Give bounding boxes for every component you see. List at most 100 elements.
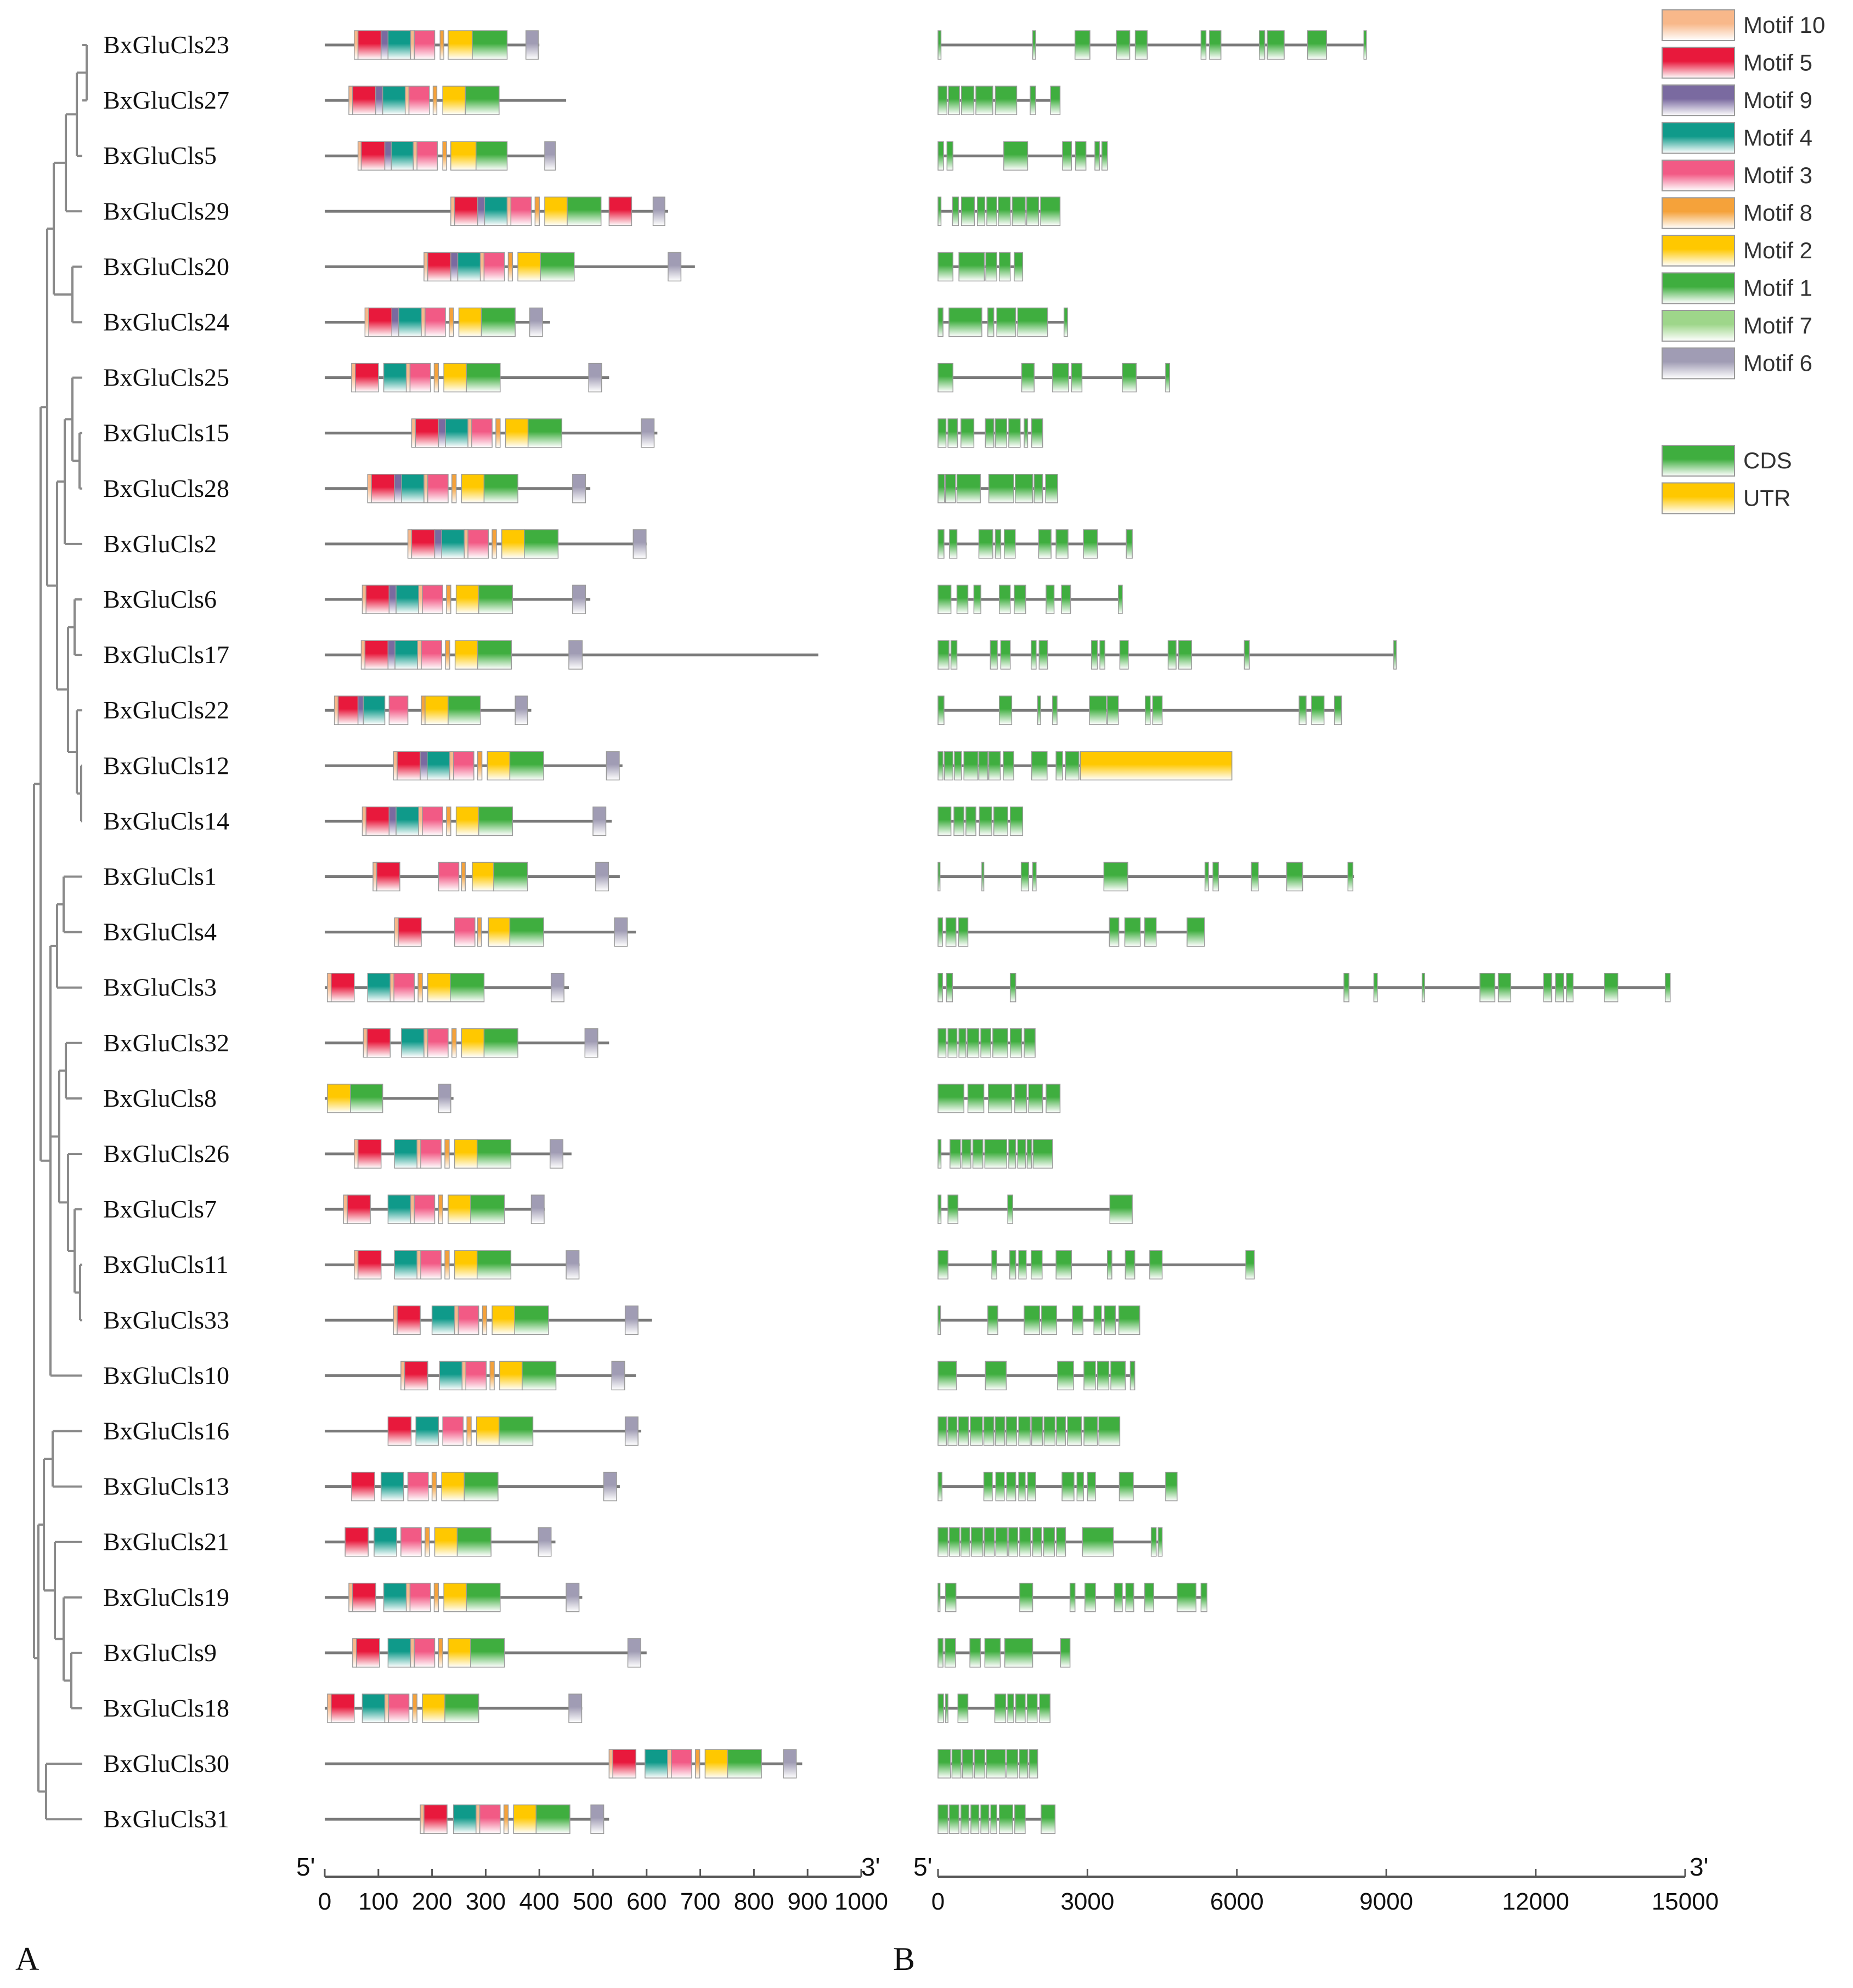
motif-box-motif-1	[444, 1694, 479, 1723]
motif-box-motif-6	[572, 585, 586, 614]
cds-block	[937, 972, 943, 1003]
motif-box-motif-4	[645, 1749, 668, 1779]
cds-block	[1479, 972, 1495, 1003]
cds-block	[1019, 1527, 1031, 1557]
motif-box-motif-2	[499, 1361, 523, 1391]
axis-a: 5' 3' 0 100 200 300 400 500 600 700 800 900 1000	[296, 1853, 888, 1915]
cds-block	[1126, 529, 1133, 559]
motif-box-motif-4	[427, 751, 450, 781]
motif-box-motif-8	[482, 1305, 488, 1335]
cds-block	[1286, 862, 1303, 892]
motif-box-motif-1	[535, 1804, 570, 1834]
cds-block	[1251, 862, 1259, 892]
cds-block	[970, 1416, 983, 1446]
cds-block	[961, 1804, 970, 1834]
motif-box-motif-3	[457, 1305, 479, 1335]
cds-block	[944, 751, 953, 781]
motif-box-motif-8	[695, 1749, 700, 1779]
motif-box-motif-10	[352, 1638, 357, 1668]
motif-box-motif-10	[417, 640, 422, 670]
cds-block	[1009, 1250, 1016, 1279]
cds-block	[993, 806, 1008, 836]
motif-box-motif-10	[410, 30, 415, 60]
cds-block	[1028, 1084, 1043, 1113]
motif-box-motif-8	[449, 307, 454, 337]
gene-row: BxGluCls13	[103, 1471, 1178, 1502]
motif-box-motif-10	[393, 1305, 398, 1335]
motif-box-motif-8	[489, 1361, 495, 1391]
phylogenetic-tree	[33, 44, 88, 1821]
gene-name: BxGluCls28	[103, 474, 229, 502]
legend-label: Motif 5	[1743, 50, 1812, 76]
cds-block	[985, 418, 995, 448]
motif-box-motif-3	[510, 196, 532, 226]
motif-box-motif-1	[470, 1638, 505, 1668]
axis-b-tick-label: 3000	[1060, 1888, 1114, 1915]
motif-box-motif-10	[454, 1305, 459, 1335]
legend-swatch	[1662, 272, 1735, 304]
gene-name: BxGluCls11	[103, 1250, 228, 1278]
motif-box-motif-3	[671, 1749, 692, 1779]
cds-block	[1009, 972, 1016, 1003]
axis-a-tick-label: 0	[318, 1888, 331, 1915]
cds-block	[1087, 1471, 1096, 1502]
cds-block	[937, 1749, 951, 1779]
gene-name: BxGluCls3	[103, 973, 217, 1001]
motif-box-motif-5	[352, 1583, 376, 1612]
legend-label: Motif 2	[1743, 237, 1812, 263]
motif-box-motif-5	[365, 585, 390, 614]
motif-box-motif-3	[438, 862, 460, 892]
motif-box-motif-1	[509, 917, 544, 947]
motif-box-motif-10	[608, 1749, 613, 1779]
cds-block	[937, 1084, 964, 1113]
gene-row: BxGluCls1	[103, 862, 1354, 892]
legend-swatch	[1662, 235, 1735, 267]
motif-box-motif-2	[448, 30, 473, 60]
motif-box-motif-9	[434, 529, 442, 559]
cds-block	[1119, 640, 1129, 670]
motif-box-motif-6	[572, 474, 586, 503]
cds-block	[992, 1028, 1008, 1058]
motif-box-motif-6	[592, 806, 607, 836]
cds-block	[1050, 86, 1061, 115]
motif-box-motif-5	[404, 1361, 428, 1391]
cds-block	[1134, 30, 1148, 60]
motif-box-motif-1	[456, 1527, 492, 1557]
axis-a-start-label: 5'	[296, 1853, 315, 1881]
cds-block	[1117, 585, 1123, 614]
motif-box-motif-5	[427, 252, 451, 282]
cds-block	[1177, 1583, 1197, 1612]
motif-box-motif-1	[514, 1305, 549, 1335]
motif-box-motif-6	[544, 141, 556, 171]
cds-block	[1055, 1250, 1072, 1279]
cds-block	[937, 141, 944, 171]
motif-box-motif-8	[503, 1804, 509, 1834]
cds-block	[945, 1583, 957, 1612]
cds-block	[937, 751, 944, 781]
motif-box-motif-8	[445, 640, 450, 670]
motif-box-motif-10	[354, 1139, 359, 1169]
cds-block	[1024, 1028, 1036, 1058]
gene-row: BxGluCls15	[103, 418, 1043, 448]
motif-box-motif-4	[363, 695, 386, 725]
cds-block	[1031, 751, 1048, 781]
cds-block	[990, 1804, 997, 1834]
cds-block	[972, 1139, 984, 1169]
gene-name: BxGluCls29	[103, 197, 229, 225]
motif-box-motif-10	[367, 474, 372, 503]
cds-block	[1031, 1416, 1043, 1446]
cds-block	[937, 1028, 947, 1058]
motif-box-motif-4	[401, 1028, 425, 1058]
gene-row: BxGluCls8	[103, 1084, 1061, 1113]
cds-block	[937, 363, 953, 393]
cds-block	[1030, 86, 1036, 115]
gene-name: BxGluCls4	[103, 918, 217, 946]
cds-block	[937, 640, 950, 670]
motif-box-motif-3	[425, 307, 446, 337]
cds-block	[1144, 917, 1157, 947]
gene-rows: BxGluCls23 BxGluCls27 BxGluCls5 BxGluCls29 B…	[103, 30, 1671, 1834]
cds-block	[1055, 529, 1069, 559]
motif-box-motif-8	[466, 1416, 472, 1446]
gene-structure-legend: CDS UTR	[1662, 445, 1792, 514]
motif-box-motif-10	[393, 751, 398, 781]
